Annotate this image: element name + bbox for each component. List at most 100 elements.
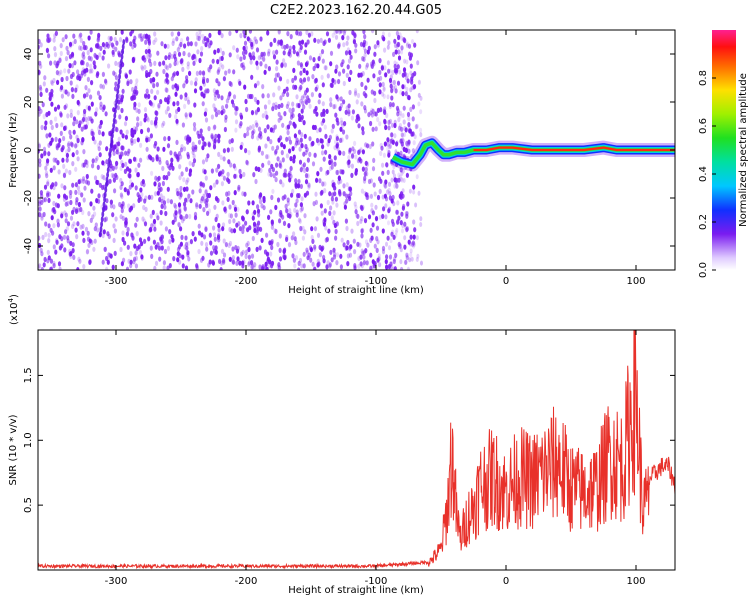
noise-dot — [83, 185, 87, 191]
noise-dot — [197, 223, 201, 229]
noise-dot — [335, 169, 339, 176]
noise-dot — [243, 84, 247, 90]
noise-dot — [384, 124, 388, 131]
noise-dot — [222, 252, 227, 258]
noise-dot — [111, 212, 115, 218]
noise-dot — [291, 146, 295, 152]
streak-dot — [117, 78, 121, 85]
noise-dot — [122, 257, 126, 263]
streak-dot — [105, 176, 109, 183]
noise-dot — [62, 234, 67, 240]
noise-dot — [376, 116, 380, 123]
noise-dot — [191, 145, 195, 151]
noise-dot — [93, 175, 98, 181]
noise-dot — [386, 94, 390, 100]
noise-dot — [336, 120, 340, 126]
noise-dot — [143, 221, 148, 227]
noise-dot — [183, 206, 187, 212]
noise-dot — [280, 102, 284, 108]
noise-dot — [331, 123, 335, 129]
noise-dot — [166, 106, 170, 112]
noise-dot — [361, 56, 365, 62]
noise-dot — [419, 222, 423, 227]
noise-dot — [381, 91, 385, 97]
noise-dot — [220, 95, 224, 101]
noise-dot — [306, 76, 311, 82]
noise-dot — [120, 30, 124, 35]
noise-dot — [39, 42, 43, 48]
noise-dot — [46, 33, 50, 39]
noise-dot — [245, 249, 249, 255]
streak-dot — [105, 181, 108, 188]
noise-dot — [327, 228, 331, 234]
noise-dot — [306, 39, 310, 45]
noise-dot — [141, 216, 145, 222]
noise-dot — [240, 251, 244, 257]
noise-dot — [207, 66, 211, 73]
noise-dot — [170, 53, 174, 60]
noise-dot — [38, 143, 41, 149]
noise-dot — [390, 95, 394, 101]
noise-dot — [219, 154, 223, 160]
noise-dot — [206, 202, 210, 208]
noise-dot — [75, 207, 79, 213]
noise-dot — [76, 110, 80, 116]
noise-dot — [272, 102, 276, 108]
noise-dot — [395, 30, 399, 36]
noise-dot — [192, 158, 197, 164]
noise-dot — [335, 260, 339, 266]
noise-dot — [269, 41, 273, 47]
noise-dot — [188, 111, 192, 117]
noise-dot — [310, 92, 314, 98]
noise-dot — [305, 30, 309, 35]
noise-dot — [85, 249, 89, 255]
noise-dot — [238, 168, 242, 175]
noise-dot — [74, 189, 78, 195]
noise-dot — [219, 267, 223, 270]
noise-dot — [247, 254, 251, 260]
noise-dot — [173, 50, 177, 57]
noise-dot — [113, 86, 118, 92]
noise-dot — [191, 189, 195, 195]
noise-dot — [230, 146, 234, 152]
noise-dot — [119, 246, 123, 253]
noise-dot — [55, 122, 59, 129]
noise-dot — [287, 223, 291, 229]
noise-dot — [40, 193, 44, 199]
noise-dot — [112, 223, 116, 229]
streak-dot — [115, 93, 119, 100]
noise-dot — [273, 37, 277, 44]
noise-dot — [189, 41, 193, 47]
noise-dot — [244, 98, 248, 105]
noise-dot — [313, 37, 317, 43]
noise-dot — [333, 30, 337, 35]
noise-dot — [353, 140, 357, 146]
noise-dot — [353, 201, 357, 207]
noise-dot — [161, 165, 165, 172]
noise-dot — [282, 220, 287, 226]
noise-dot — [260, 150, 264, 156]
noise-dot — [381, 245, 386, 251]
noise-dot — [311, 140, 315, 146]
noise-dot — [297, 103, 301, 109]
noise-dot — [274, 104, 278, 110]
noise-dot — [405, 172, 409, 178]
noise-dot — [193, 126, 197, 132]
noise-dot — [386, 141, 390, 147]
noise-dot — [412, 189, 416, 195]
noise-dot — [130, 182, 134, 188]
noise-dot — [399, 113, 402, 119]
noise-dot — [395, 209, 399, 215]
noise-dot — [334, 196, 338, 202]
noise-dot — [227, 242, 231, 248]
noise-dot — [281, 91, 285, 97]
noise-dot — [371, 166, 376, 172]
noise-dot — [154, 110, 158, 116]
noise-dot — [140, 64, 144, 70]
noise-dot — [298, 218, 302, 224]
x-tick-label: 100 — [626, 276, 645, 287]
noise-dot — [44, 231, 48, 238]
noise-dot — [174, 91, 178, 97]
noise-dot — [251, 215, 255, 221]
noise-dot — [66, 235, 70, 241]
